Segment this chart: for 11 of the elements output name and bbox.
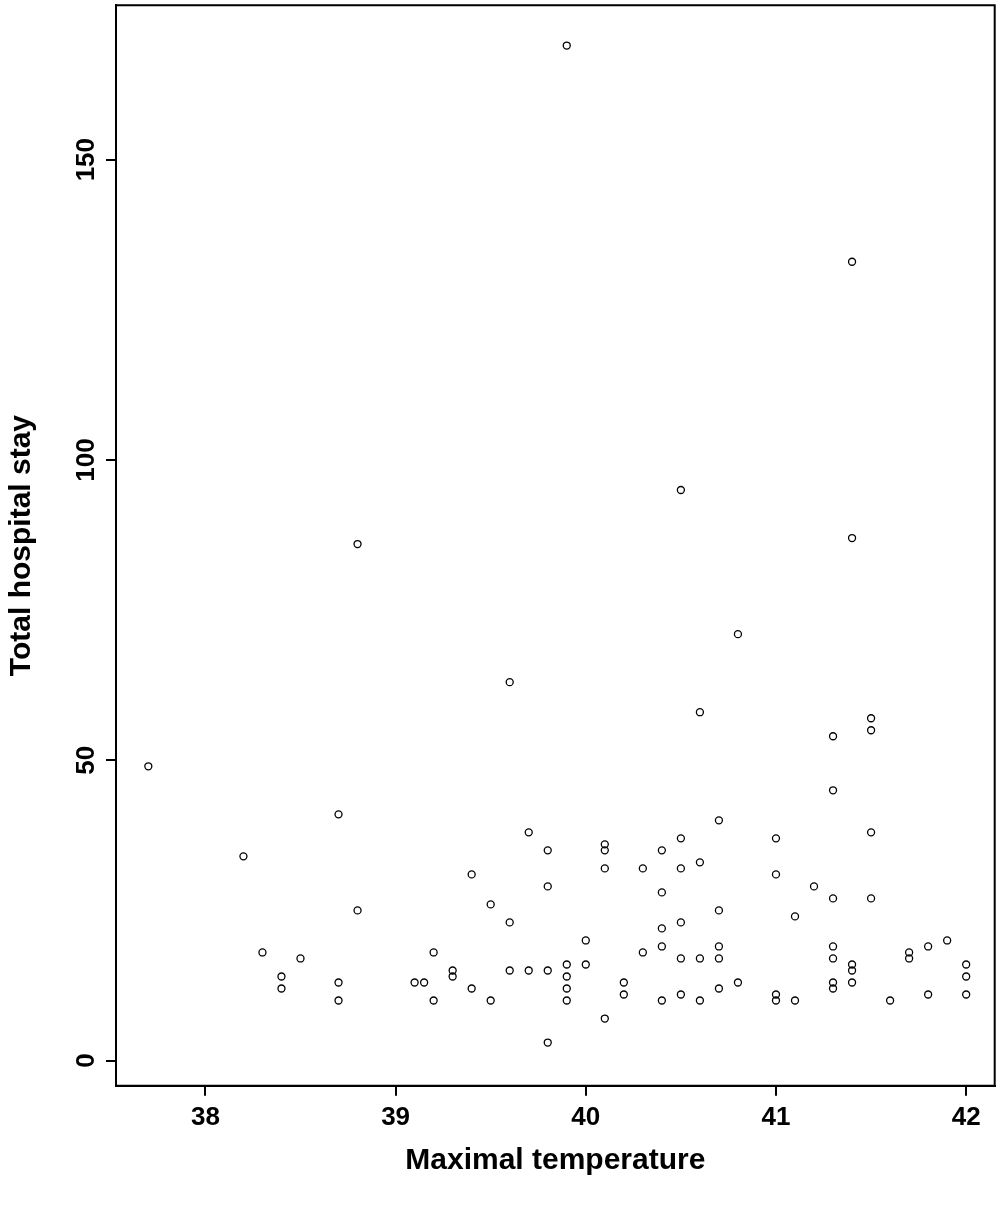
x-tick-label: 40	[571, 1100, 601, 1131]
x-tick-label: 39	[381, 1100, 411, 1131]
y-tick-label: 150	[70, 137, 101, 182]
y-tick-label: 50	[70, 745, 101, 775]
y-tick-label: 100	[70, 438, 101, 482]
x-tick-label: 38	[190, 1100, 220, 1131]
x-tick-label: 41	[761, 1100, 791, 1131]
y-tick-label: 0	[70, 1053, 101, 1068]
y-axis-title: Total hospital stay	[3, 414, 37, 677]
x-tick-label: 42	[951, 1100, 981, 1131]
x-axis-title: Maximal temperature	[405, 1142, 706, 1176]
